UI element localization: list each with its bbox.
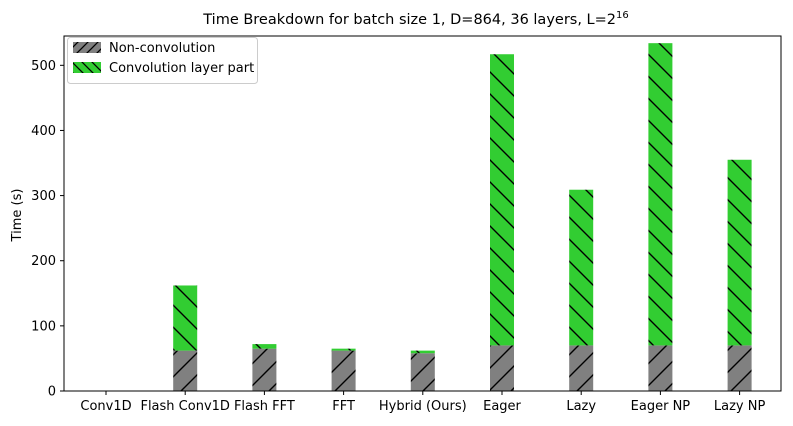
bar-non-convolution-lazy-np	[727, 345, 752, 391]
bar-non-convolution-flash-fft	[252, 348, 277, 391]
bar-convolution-layer-part-lazy-np	[727, 159, 752, 346]
x-tick-label: Flash FFT	[234, 399, 295, 414]
legend: Non-convolution Convolution layer part	[67, 37, 258, 84]
chart-title: Time Breakdown for batch size 1, D=864, …	[202, 10, 629, 28]
bar-non-convolution-eager	[490, 345, 514, 391]
bar-convolution-layer-part-flash-fft	[252, 344, 277, 349]
x-tick-label: Hybrid (Ours)	[379, 399, 467, 414]
x-tick-label: Eager NP	[631, 399, 691, 414]
x-tick-label: Lazy	[566, 399, 596, 414]
x-tick-label: Lazy NP	[714, 399, 766, 414]
chart-title-text: Time Breakdown for batch size 1, D=864, …	[202, 12, 616, 28]
y-axis-label: Time (s)	[10, 189, 25, 243]
x-tick-label: Conv1D	[80, 399, 131, 414]
bar-non-convolution-lazy	[569, 345, 594, 391]
y-tick-label: 0	[48, 385, 56, 400]
bar-non-convolution-eager-np	[648, 345, 673, 391]
bar-non-convolution-flash-conv1d	[173, 350, 198, 391]
bar-convolution-layer-part-flash-conv1d	[173, 285, 198, 351]
x-tick-label: Flash Conv1D	[140, 399, 229, 414]
y-tick-label: 400	[31, 124, 56, 139]
legend-label-non-convolution: Non-convolution	[109, 41, 215, 56]
bar-non-convolution-fft	[331, 350, 356, 391]
legend-swatch-convolution-layer-part	[73, 62, 101, 73]
y-tick-label: 100	[31, 319, 56, 334]
bar-non-convolution-hybrid-ours	[410, 353, 435, 391]
bar-convolution-layer-part-hybrid-ours	[410, 350, 435, 354]
plot-frame	[63, 35, 782, 392]
bar-convolution-layer-part-eager	[490, 54, 514, 346]
y-tick-label: 200	[31, 254, 56, 269]
ticks-layer: 0 100 200 300 400 500 Conv1D Flash Conv1D Flash …	[31, 59, 765, 414]
legend-box	[67, 37, 258, 84]
x-tick-label: Eager	[483, 399, 521, 414]
bar-convolution-layer-part-lazy	[569, 189, 594, 346]
legend-swatch-non-convolution	[73, 42, 101, 53]
bar-convolution-layer-part-fft	[331, 348, 356, 351]
y-tick-label: 500	[31, 59, 56, 74]
x-tick-label: FFT	[332, 399, 355, 414]
legend-label-convolution-layer-part: Convolution layer part	[109, 61, 254, 76]
bar-convolution-layer-part-eager-np	[648, 43, 673, 346]
chart-title-superscript: 16	[616, 10, 629, 21]
y-tick-label: 300	[31, 189, 56, 204]
bars-layer	[173, 43, 752, 391]
